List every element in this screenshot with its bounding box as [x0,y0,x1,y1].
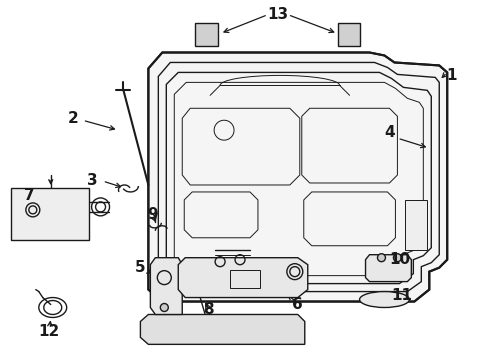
Text: 4: 4 [384,125,395,140]
Text: 12: 12 [38,324,59,339]
Text: 9: 9 [147,207,158,222]
Bar [230,270,260,288]
Circle shape [160,303,168,311]
Text: 13: 13 [268,7,289,22]
Bar [11,188,89,240]
Text: 1: 1 [446,68,457,83]
Bar [405,200,427,250]
Circle shape [377,254,386,262]
Text: 2: 2 [67,111,78,126]
Text: 11: 11 [391,288,412,303]
Text: 8: 8 [203,302,214,317]
Text: 10: 10 [389,252,410,267]
Text: 7: 7 [24,188,34,203]
Polygon shape [178,258,308,298]
Polygon shape [150,258,182,315]
Polygon shape [366,255,412,282]
Polygon shape [195,23,218,45]
Text: 6: 6 [293,297,303,312]
Ellipse shape [360,292,409,307]
Circle shape [393,254,401,262]
Text: 3: 3 [87,172,98,188]
Text: 5: 5 [135,260,146,275]
Polygon shape [148,53,447,302]
Polygon shape [141,315,305,345]
Polygon shape [338,23,360,45]
